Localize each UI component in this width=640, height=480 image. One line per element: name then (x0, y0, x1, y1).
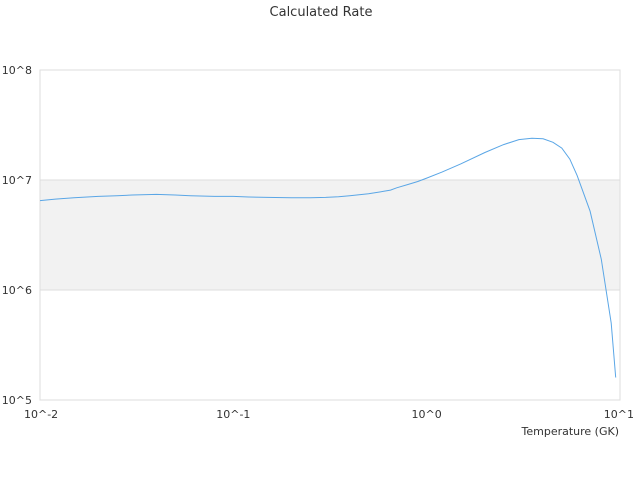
shaded-band (40, 180, 620, 290)
x-tick-label: 10^-1 (216, 408, 250, 421)
x-tick-label: 10^-2 (24, 408, 58, 421)
x-tick-label: 10^0 (412, 408, 442, 421)
tick-labels: 10^5 10^6 10^7 10^8 10^-2 10^-1 10^0 10^1 (2, 64, 634, 421)
y-tick-label: 10^5 (2, 394, 32, 407)
x-axis-label: Temperature (GK) (521, 425, 620, 438)
chart-title: Calculated Rate (270, 5, 373, 20)
rate-series-line (39, 137, 617, 378)
y-tick-label: 10^8 (2, 64, 32, 77)
x-tick-label: 10^1 (604, 408, 634, 421)
y-tick-label: 10^7 (2, 174, 32, 187)
plot-frame (39, 69, 621, 401)
y-tick-label: 10^6 (2, 284, 32, 297)
